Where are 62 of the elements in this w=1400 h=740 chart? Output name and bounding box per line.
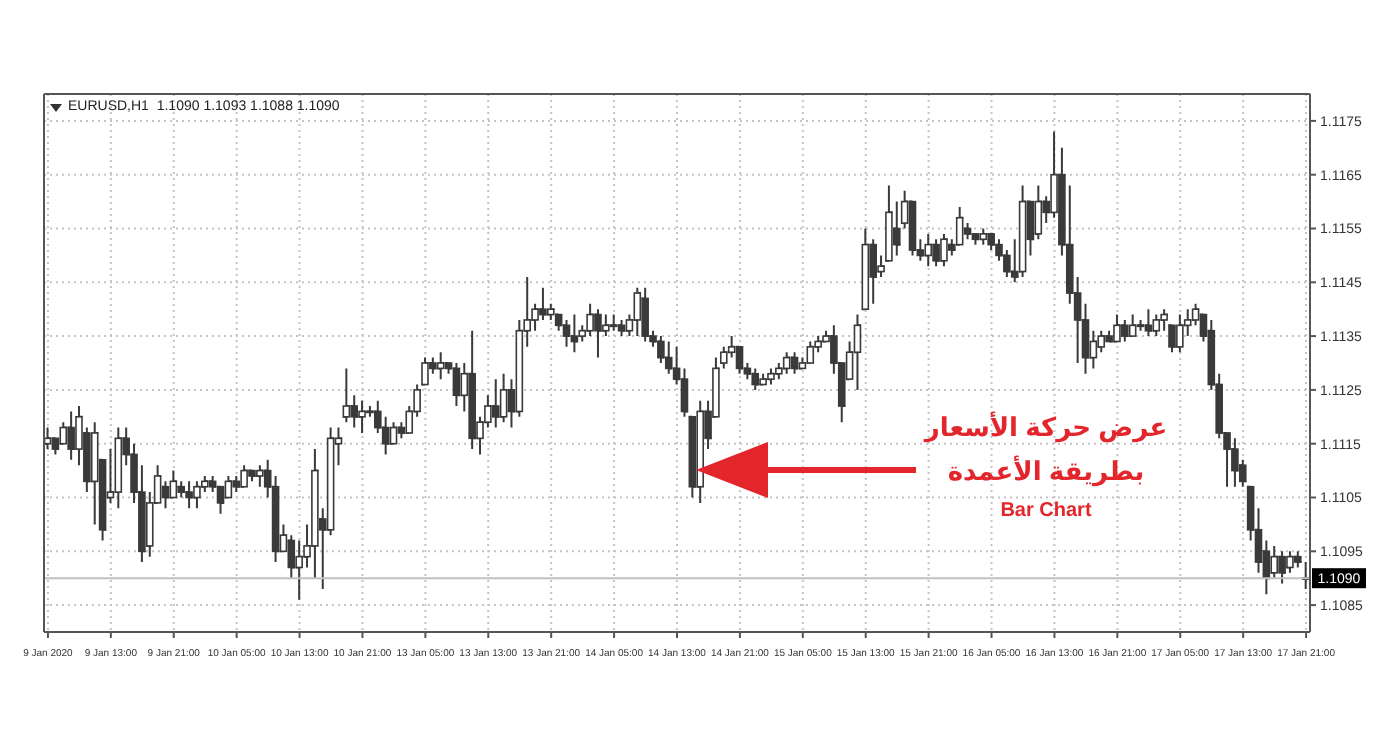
candlestick xyxy=(940,232,948,268)
candlestick xyxy=(1018,184,1027,278)
candlestick xyxy=(256,464,264,488)
candlestick xyxy=(861,227,870,311)
candlestick xyxy=(90,421,99,526)
annotation: بطريقة الأعمدة xyxy=(945,453,1147,491)
candlestick xyxy=(963,222,972,241)
candlestick xyxy=(751,367,760,391)
candlestick xyxy=(67,410,75,461)
candlestick xyxy=(1104,329,1114,343)
candlestick xyxy=(468,329,476,451)
candlestick xyxy=(1128,313,1137,338)
candlestick xyxy=(114,426,123,510)
candlestick xyxy=(696,399,704,504)
candlestick xyxy=(932,238,940,268)
candlestick xyxy=(633,286,642,338)
candlestick xyxy=(586,302,594,338)
candlestick xyxy=(1270,544,1279,580)
candlestick xyxy=(609,313,619,332)
candlestick xyxy=(1144,308,1153,338)
candlestick xyxy=(342,367,351,424)
candlestick xyxy=(358,399,366,434)
candlestick xyxy=(185,480,193,510)
candlestick xyxy=(594,308,602,359)
annotation: Bar Chart xyxy=(998,498,1094,526)
candlestick xyxy=(539,286,547,321)
candlestick xyxy=(758,372,768,386)
candlestick xyxy=(389,421,398,445)
candlestick xyxy=(59,421,68,445)
candlestick xyxy=(1286,550,1294,574)
candlestick xyxy=(436,351,445,381)
candlestick xyxy=(1231,437,1239,488)
candlestick xyxy=(790,351,799,375)
candlestick xyxy=(224,474,233,499)
candlestick xyxy=(617,318,626,338)
candlestick xyxy=(499,372,508,424)
candlestick xyxy=(1176,313,1184,354)
candlestick xyxy=(350,394,359,429)
candlestick xyxy=(782,351,791,375)
candlestick xyxy=(562,318,571,348)
candlestick xyxy=(1034,184,1043,241)
candlestick xyxy=(193,480,201,510)
candlestick xyxy=(688,415,697,499)
candlestick xyxy=(1152,313,1161,338)
candlestick xyxy=(247,469,257,483)
candlestick xyxy=(1121,318,1129,343)
candlestick xyxy=(240,464,248,488)
candlestick xyxy=(1113,313,1121,343)
candlestick xyxy=(232,474,241,494)
candlestick xyxy=(806,340,815,364)
candlestick xyxy=(869,238,877,305)
candlestick xyxy=(491,378,500,429)
candlestick xyxy=(979,227,988,246)
candlestick xyxy=(924,232,933,268)
candlestick xyxy=(602,313,610,338)
candlestick xyxy=(853,313,862,391)
candlestick xyxy=(570,313,579,354)
annotation: عرض حركة الأسعار xyxy=(921,409,1170,447)
candlestick xyxy=(767,367,775,386)
candlestick xyxy=(1278,550,1286,585)
candlestick xyxy=(452,362,461,408)
candlestick xyxy=(641,286,649,343)
